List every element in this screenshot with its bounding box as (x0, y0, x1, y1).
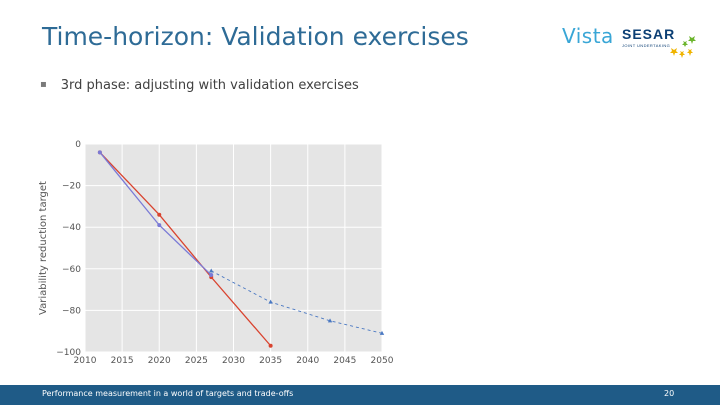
y-tick-label: −100 (56, 348, 81, 358)
variability-chart: 2010 2015 2020 2025 2030 2035 2040 2045 2050 0 −20… (38, 140, 394, 366)
x-tick-label: 2050 (371, 356, 394, 366)
data-point-extrapolation-blue (209, 268, 214, 273)
data-point-adjusted-red (157, 212, 162, 217)
footer-text: Performance measurement in a world of ta… (42, 389, 294, 398)
x-tick-label: 2010 (74, 356, 97, 366)
bullet-item: ▪ 3rd phase: adjusting with validation ex… (40, 78, 359, 93)
grid-lines (84, 143, 383, 353)
logo-vista-text: Vista (562, 24, 614, 48)
data-point-extrapolation-blue (327, 318, 333, 323)
y-tick-label: −40 (62, 223, 81, 233)
x-tick-label: 2020 (148, 356, 171, 366)
y-tick-label: −60 (62, 265, 81, 275)
page-number: 20 (664, 389, 675, 398)
footer-bar: Performance measurement in a world of ta… (0, 385, 720, 405)
data-point-baseline-blue (157, 223, 162, 228)
y-axis-label: Variability reduction target (38, 181, 49, 315)
x-tick-label: 2040 (296, 356, 319, 366)
x-tick-label: 2045 (333, 356, 356, 366)
bullet-marker: ▪ (40, 79, 47, 90)
x-tick-label: 2025 (185, 356, 208, 366)
data-point-extrapolation-blue (268, 299, 273, 304)
y-tick-label: −80 (62, 306, 81, 316)
logo-sesar-text: SESAR (622, 26, 676, 42)
bullet-text: : adjusting with validation exercises (125, 78, 359, 93)
logo-sub-text: JOINT UNDERTAKING (622, 43, 671, 48)
bullet-emphasis: 3rd phase (60, 78, 126, 93)
series-line-adjusted-red (99, 151, 272, 347)
x-tick-label: 2030 (222, 356, 245, 366)
tick-labels: 2010 2015 2020 2025 2030 2035 2040 2045 2050 0 −20… (56, 140, 393, 366)
eu-stars-icon (670, 36, 696, 58)
page-title: Time-horizon: Validation exercises (42, 22, 469, 51)
series-group (97, 150, 385, 348)
vista-sesar-logo: Vista SESAR JOINT UNDERTAKING (560, 18, 700, 60)
y-tick-label: −20 (62, 182, 81, 192)
series-line-extrapolation-blue (211, 270, 383, 334)
data-point-baseline-blue (209, 273, 214, 278)
x-tick-label: 2035 (259, 356, 282, 366)
data-point-adjusted-red (268, 343, 273, 348)
data-point-baseline-blue (97, 150, 102, 155)
y-tick-label: 0 (75, 140, 81, 150)
x-tick-label: 2015 (111, 356, 134, 366)
data-point-extrapolation-blue (379, 330, 385, 335)
